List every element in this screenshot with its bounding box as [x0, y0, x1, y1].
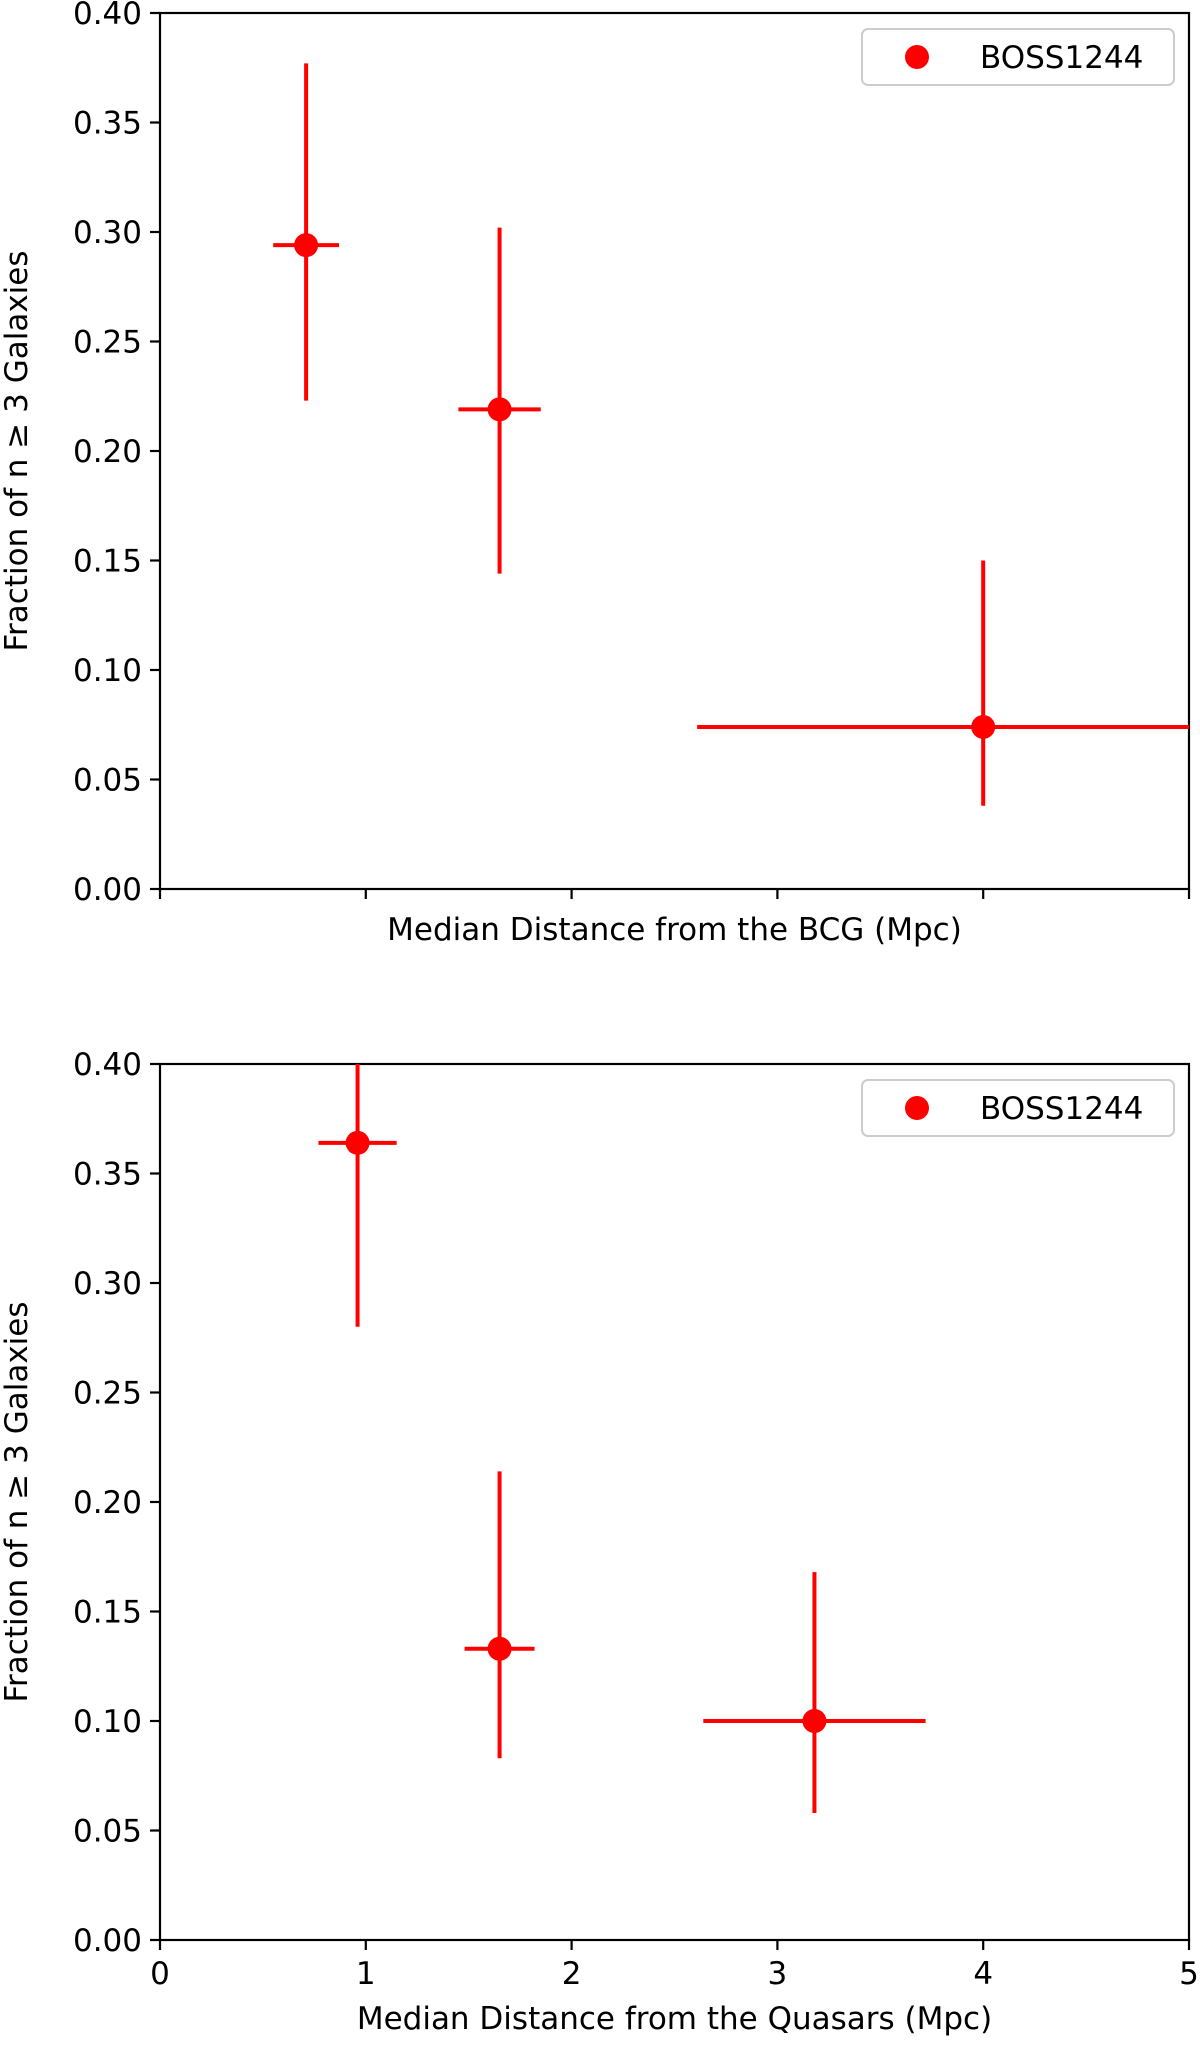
y-tick-label: 0.10: [73, 1704, 142, 1740]
x-tick-label: 2: [562, 1956, 582, 1992]
y-tick-label: 0.00: [73, 872, 142, 908]
y-tick-label: 0.00: [73, 1923, 142, 1959]
x-axis-label: Median Distance from the Quasars (Mpc): [357, 2001, 992, 2037]
x-tick-label: 4: [973, 1956, 993, 1992]
legend-label: BOSS1244: [980, 1091, 1143, 1127]
y-tick-label: 0.35: [73, 1157, 142, 1193]
bottom-panel: 0.00 0.05 0.10 0.15 0.20 0.25 0.30 0.35 0.40 0 1 2 3…: [0, 1047, 1199, 2037]
y-tick-label: 0.15: [73, 544, 142, 580]
data-point: [294, 233, 319, 258]
legend: BOSS1244: [861, 28, 1175, 86]
x-tick-label: 3: [768, 1956, 788, 1992]
y-tick-label: 0.05: [73, 763, 142, 799]
x-axis-label: Median Distance from the BCG (Mpc): [387, 912, 962, 948]
y-tick-label: 0.40: [73, 1047, 142, 1083]
data-point: [802, 1709, 827, 1733]
y-tick-label: 0.10: [73, 653, 142, 689]
y-tick-label: 0.35: [73, 106, 142, 142]
legend: BOSS1244: [861, 1079, 1175, 1137]
legend-label: BOSS1244: [980, 40, 1143, 76]
x-tick-label: 5: [1179, 1956, 1199, 1992]
y-tick-label: 0.30: [73, 215, 142, 251]
y-tick-label: 0.20: [73, 1485, 142, 1521]
x-tick-label: 0: [150, 1956, 170, 1992]
legend-marker: [905, 45, 929, 69]
y-tick-label: 0.25: [73, 325, 142, 361]
legend-marker: [905, 1096, 929, 1120]
data-point: [345, 1130, 370, 1155]
y-tick-label: 0.40: [73, 0, 142, 32]
y-tick-label: 0.15: [73, 1595, 142, 1631]
y-tick-label: 0.20: [73, 434, 142, 470]
data-point: [487, 1636, 512, 1661]
y-tick-label: 0.25: [73, 1376, 142, 1412]
y-axis-label: Fraction of n ≥ 3 Galaxies: [0, 1301, 35, 1702]
y-axis-label: Fraction of n ≥ 3 Galaxies: [0, 250, 35, 651]
legend-frame: [861, 28, 1175, 86]
y-tick-label: 0.05: [73, 1814, 142, 1850]
data-point: [487, 397, 512, 422]
plot-frame: [158, 1062, 1191, 1942]
data-point: [971, 714, 996, 739]
y-tick-label: 0.30: [73, 1266, 142, 1302]
data-layer: [273, 63, 1189, 806]
plot-frame: [158, 11, 1191, 891]
top-panel: 0.00 0.05 0.10 0.15 0.20 0.25 0.30 0.35 0.40 Medi…: [0, 0, 1191, 948]
data-layer: [318, 1064, 926, 1813]
x-tick-label: 1: [356, 1956, 376, 1992]
legend-frame: [861, 1079, 1175, 1137]
